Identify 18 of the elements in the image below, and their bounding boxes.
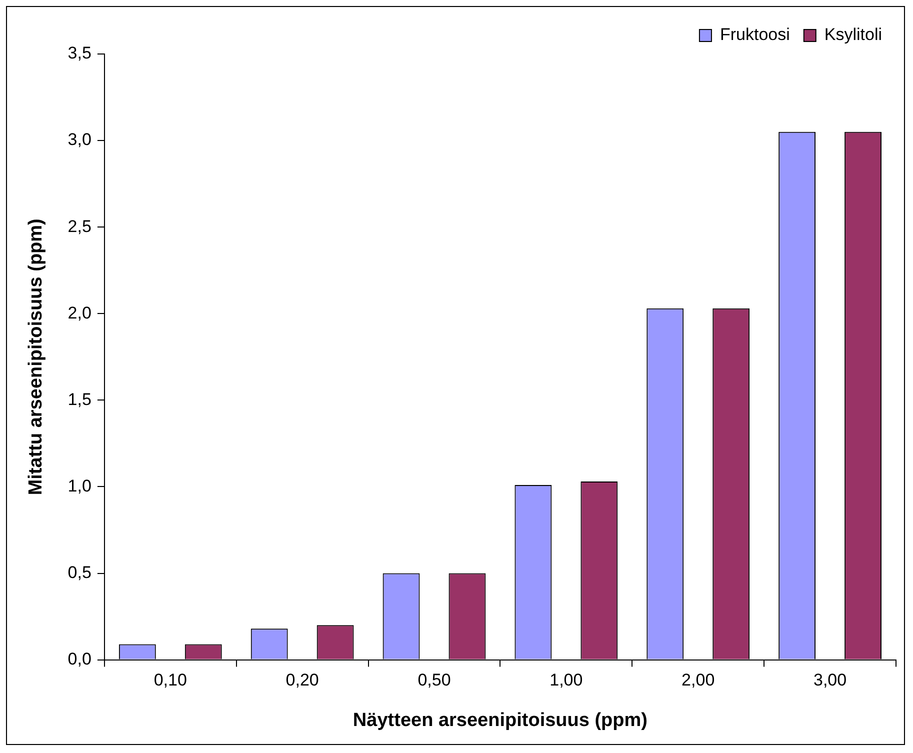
y-tick-label: 3,5 — [68, 44, 92, 63]
legend-label: Ksylitoli — [824, 25, 882, 44]
y-tick-label: 2,0 — [68, 303, 92, 322]
y-tick-label: 1,5 — [68, 390, 92, 409]
legend-label: Fruktoosi — [720, 25, 790, 44]
y-tick-label: 0,5 — [68, 562, 92, 582]
x-tick-label: 0,50 — [418, 670, 451, 690]
x-axis-title: Näytteen arseenipitoisuus (ppm) — [352, 710, 648, 731]
y-tick-label: 3,0 — [68, 130, 92, 150]
y-tick-label: 2,5 — [68, 216, 92, 236]
x-tick-label: 3,00 — [813, 670, 847, 690]
x-tick-label: 1,00 — [550, 670, 583, 690]
y-tick-label: 0,0 — [68, 649, 92, 668]
x-tick-label: 0,10 — [154, 670, 187, 690]
y-tick-label: 1,0 — [68, 476, 92, 496]
y-axis-title: Mitattu arseenipitoisuus (ppm) — [26, 218, 47, 496]
x-tick-label: 2,00 — [682, 670, 715, 690]
x-tick-label: 0,20 — [286, 670, 319, 690]
